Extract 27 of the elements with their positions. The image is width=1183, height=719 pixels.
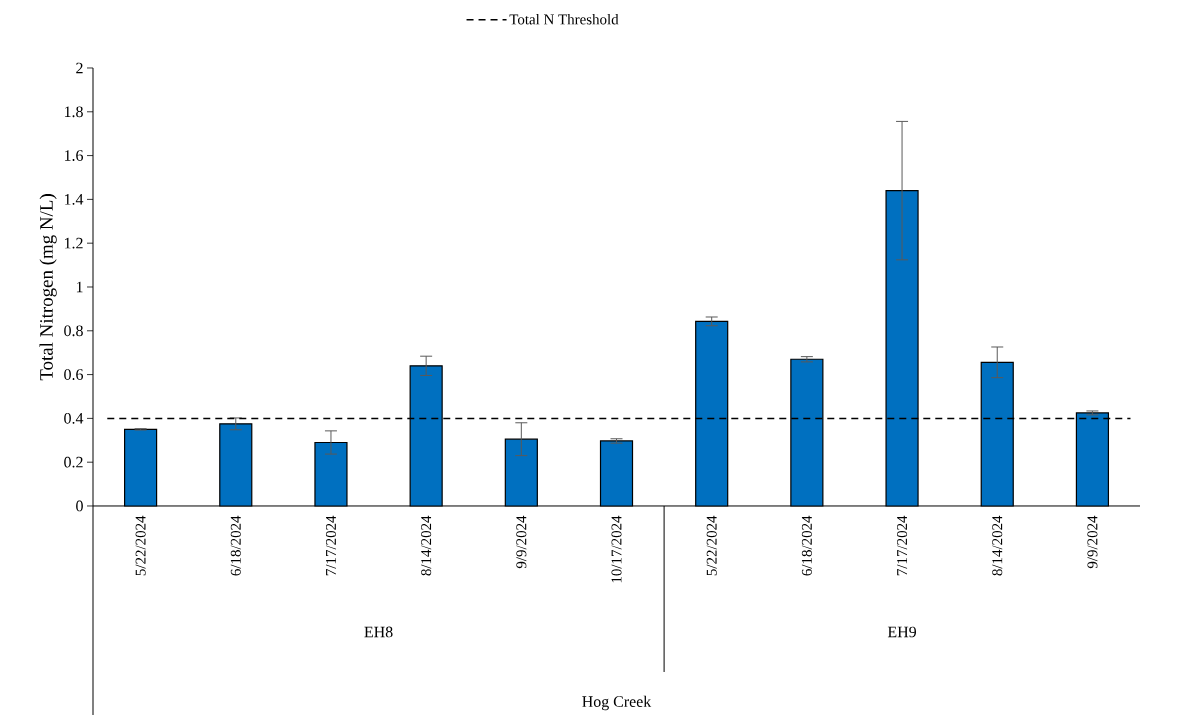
x-tick-label: 10/17/2024 [611, 515, 622, 583]
x-tick-label: 9/9/2024 [516, 515, 527, 569]
y-axis-title: Total Nitrogen (mg N/L) [39, 194, 57, 381]
x-tick-label: 7/17/2024 [325, 515, 336, 576]
x-tick-label: 6/18/2024 [230, 515, 241, 576]
text: Hog Creek [582, 695, 652, 711]
y-tick-label: 0 [76, 500, 83, 512]
y-tick-label: 1.2 [64, 237, 83, 249]
y-tick-label: 2 [76, 62, 83, 74]
x-tick-label: 9/9/2024 [1087, 515, 1098, 569]
y-tick-label: 1.4 [64, 194, 84, 205]
x-tick-label: 8/14/2024 [992, 515, 1003, 576]
x-tick-label: 8/14/2024 [421, 515, 432, 576]
legend-label: Total N Threshold [509, 13, 619, 25]
x-tick-label: 5/22/2024 [706, 515, 717, 576]
y-tick-label: 0.8 [64, 325, 83, 337]
x-tick-label: 6/18/2024 [801, 515, 812, 576]
y-tick-label: 0.4 [64, 412, 84, 424]
y-tick-label: 1 [76, 281, 83, 293]
x-tick-label: 5/22/2024 [135, 515, 146, 576]
y-tick-label: 1.6 [64, 150, 84, 161]
y-tick-label: 0.2 [64, 456, 83, 468]
y-tick-label: 1.8 [64, 106, 83, 118]
x-tick-label: 7/17/2024 [897, 515, 908, 576]
y-tick-label: 0.6 [64, 369, 84, 380]
text: EH8 [364, 626, 393, 638]
text: EH9 [887, 626, 917, 638]
